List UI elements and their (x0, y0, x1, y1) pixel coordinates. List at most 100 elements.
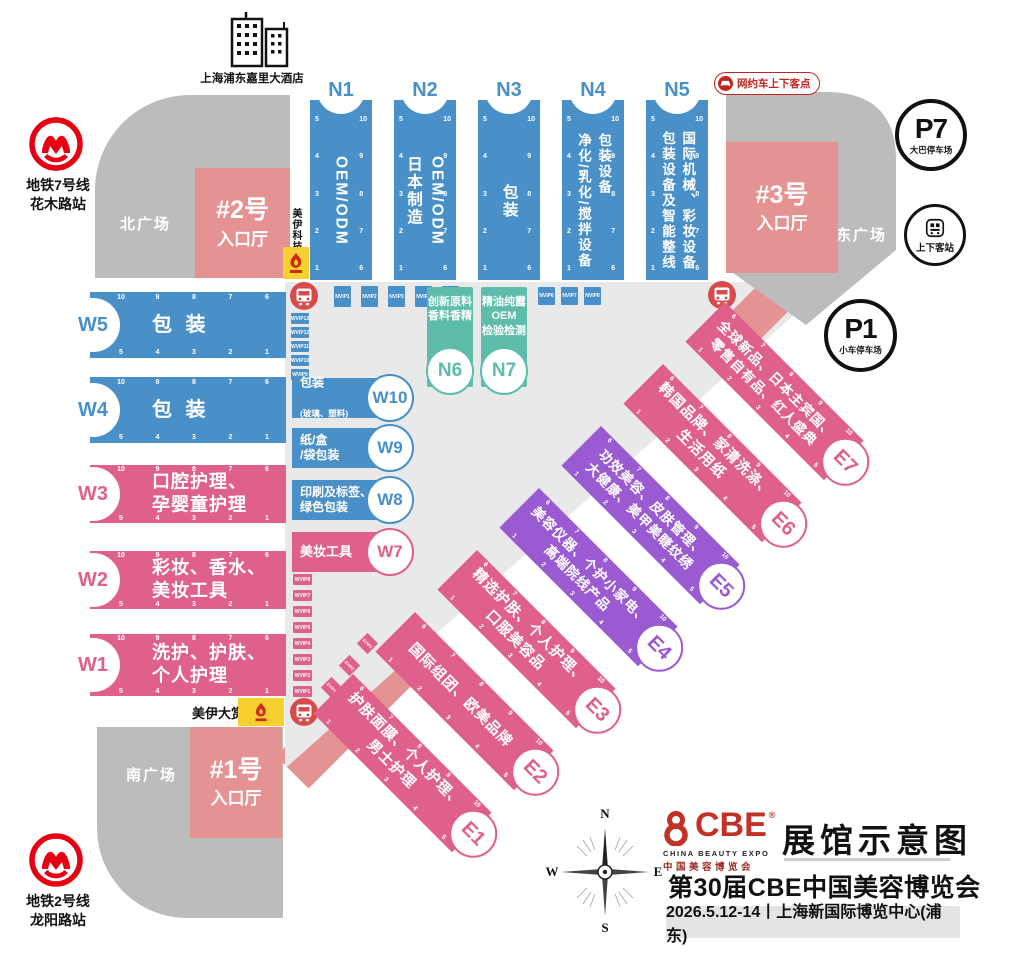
entrance-hall-1-no: #1号 (209, 755, 263, 784)
hall-w4-label: 包 装 (152, 399, 210, 421)
entrance-hall-2[interactable]: #2号 入口厅 (195, 168, 290, 278)
wvip-column-blue-item[interactable]: WVIP9 (291, 369, 309, 380)
hall-w4-badge: W4 (66, 383, 120, 437)
metro-line7-icon[interactable] (28, 116, 84, 172)
nvip-row-right-item[interactable]: NVIP7 (561, 287, 578, 305)
wvip-column-pink-item[interactable]: WVIP5 (293, 622, 312, 633)
grid-ticks: 10 9 8 7 6 (117, 635, 269, 642)
parking-p7-label: 大巴停车场 (909, 144, 953, 155)
hall-n3-label: 包装 (500, 183, 518, 219)
hall-w8-badge: W8 (366, 476, 414, 524)
hall-w7-label: 美妆工具 (300, 543, 353, 559)
cbe-logo-sub-en: CHINA BEAUTY EXPO (663, 849, 770, 858)
hall-n5-label: 国际机械、彩妆设备 包装设备及智能整线 (660, 131, 696, 271)
hall-w8[interactable]: 印刷及标签、 绿色包装 W8 (292, 476, 414, 524)
hall-n6[interactable]: 创新原料 香料香精 N6 (426, 287, 474, 395)
bus-stop-icon[interactable] (290, 282, 318, 310)
bus-station-icon (925, 218, 945, 237)
east-plaza-label: 东广场 (836, 227, 888, 244)
parking-p1-badge[interactable]: P1 小车停车场 (824, 299, 897, 372)
wvip-column-pink-item[interactable]: WVIP1 (293, 686, 312, 697)
wvip-column-pink-item[interactable]: WVIP7 (293, 590, 312, 601)
nvip-row-left-item[interactable]: NVIP1 (334, 286, 351, 307)
grid-ticks: 10 9 8 7 6 (117, 466, 269, 473)
wvip-column-blue-item[interactable]: WVIP10 (291, 355, 309, 366)
map-title: 展馆示意图 (782, 822, 972, 859)
cbe-logo-text: CBE (695, 806, 767, 844)
bus-stop-icon[interactable] (290, 698, 318, 726)
hall-w2-label: 彩妆、香水、 美妆工具 (152, 557, 266, 601)
hall-w10-label: 包装 (玻璃、塑料) (300, 375, 349, 419)
compass-east-label: E (654, 864, 663, 879)
hall-w2-badge: W2 (66, 553, 120, 607)
hall-n6-badge: N6 (426, 347, 474, 395)
hall-w7[interactable]: 美妆工具 W7 (292, 528, 414, 576)
hall-n1-label: OEM/ODM (332, 156, 350, 246)
grid-ticks: 10 9 8 7 6 (527, 116, 535, 272)
wvip-column-pink-item[interactable]: WVIP8 (293, 574, 312, 585)
hall-n4-badge: N4 (569, 66, 617, 114)
metro-line2-icon[interactable] (28, 832, 84, 888)
wvip-column-pink-item[interactable]: WVIP6 (293, 606, 312, 617)
hall-w10[interactable]: 包装 (玻璃、塑料) W10 (292, 374, 414, 422)
hall-n7-label: 精油纯露 OEM 检验检测 (482, 296, 526, 337)
hall-n3-badge: N3 (485, 66, 533, 114)
hall-w9-label: 纸/盒 /袋包装 (300, 433, 340, 462)
parking-p1-code: P1 (844, 313, 877, 344)
nvip-row-right-item[interactable]: NVIP6 (538, 287, 555, 305)
title-underline (784, 858, 950, 861)
wvip-column-blue-item[interactable]: WVIP12 (291, 327, 309, 338)
meiyi-tech-label: 美伊科技 (290, 208, 301, 252)
hall-n7[interactable]: 精油纯露 OEM 检验检测 N7 (480, 287, 528, 395)
nvip-row-left-item[interactable]: NVIP3 (388, 286, 405, 307)
parking-p7-badge[interactable]: P7 大巴停车场 (895, 99, 967, 171)
cbe-logo-reg: ® (768, 810, 776, 820)
hall-w3-label: 口腔护理、 孕婴童护理 (152, 471, 247, 515)
wvip-column-pink-item[interactable]: WVIP4 (293, 638, 312, 649)
entrance-hall-3-no: #3号 (755, 180, 809, 209)
wvip-column-blue-item[interactable]: WVIP11 (291, 341, 309, 352)
rideshare-dropoff-label: 网约车上下客点 (737, 78, 811, 90)
wvip-column-blue: WVIP13 WVIP12 WVIP11 WVIP10 WVIP9 (291, 313, 309, 380)
hall-n2-badge: N2 (401, 66, 449, 114)
entrance-hall-1[interactable]: #1号 入口厅 (190, 727, 282, 838)
parking-p7-code: P7 (914, 112, 948, 144)
grid-ticks: 10 9 8 7 6 (117, 379, 269, 386)
rideshare-dropoff-badge[interactable]: 网约车上下客点 (714, 72, 820, 95)
grid-ticks: 10 9 8 7 6 (695, 116, 703, 272)
hall-w8-label: 印刷及标签、 绿色包装 (300, 485, 373, 514)
bus-stop-icon[interactable] (708, 281, 736, 309)
hall-n6-label: 创新原料 香料香精 (428, 296, 472, 323)
nvip-row-right-item[interactable]: NVIP8 (584, 287, 601, 305)
nvip-row-left-item[interactable]: NVIP2 (361, 286, 378, 307)
hall-w9[interactable]: 纸/盒 /袋包装 W9 (292, 424, 414, 472)
wvip-column-pink-item[interactable]: WVIP2 (293, 670, 312, 681)
entrance-hall-3-label: 入口厅 (756, 214, 808, 234)
passenger-dropoff-badge[interactable]: 上下客站 (904, 204, 966, 266)
meiyi-logo-icon (255, 702, 267, 722)
wvip-column-pink-item[interactable]: WVIP3 (293, 654, 312, 665)
hall-w1-badge: W1 (66, 638, 120, 692)
nvip-row-right: NVIP6 NVIP7 NVIP8 (538, 287, 601, 305)
meiyi-award-box (238, 698, 284, 726)
hall-n4-label: 包装设备 净化/乳化/搅拌设备 (576, 133, 612, 269)
wvip-column-blue-item[interactable]: WVIP13 (291, 313, 309, 324)
hotel-label: 上海浦东嘉里大酒店 (200, 73, 304, 85)
hall-w5-badge: W5 (66, 298, 120, 352)
cbe-logo: CBE ® CHINA BEAUTY EXPO 中国美容博览会 (663, 806, 776, 873)
entrance-hall-3[interactable]: #3号 入口厅 (726, 142, 838, 273)
